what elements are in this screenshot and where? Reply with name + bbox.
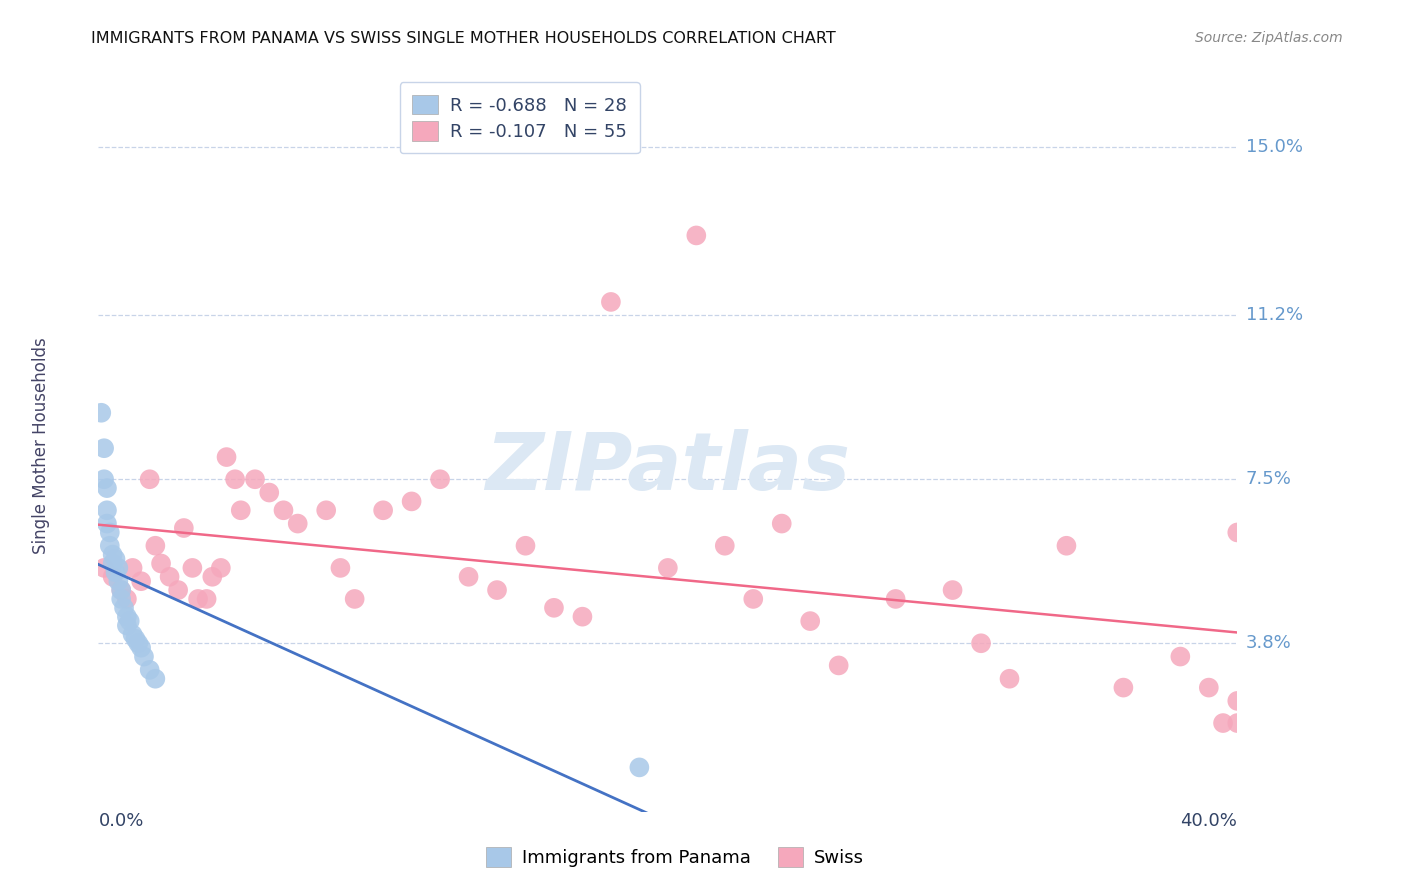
Point: [115, 591, 138, 606]
Point: [96, 503, 118, 517]
Point: [486, 583, 509, 598]
Text: 3.8%: 3.8%: [1246, 634, 1291, 652]
Point: [884, 591, 907, 606]
Point: [159, 570, 181, 584]
Point: [187, 591, 209, 606]
Point: [1226, 716, 1249, 731]
Point: [828, 658, 851, 673]
Point: [101, 557, 124, 571]
Point: [429, 472, 451, 486]
Point: [229, 503, 252, 517]
Text: 40.0%: 40.0%: [1181, 812, 1237, 830]
Point: [215, 450, 238, 464]
Point: [243, 472, 266, 486]
Point: [1056, 539, 1078, 553]
Point: [543, 600, 565, 615]
Point: [1198, 681, 1220, 695]
Point: [329, 561, 352, 575]
Point: [942, 583, 965, 598]
Point: [98, 525, 121, 540]
Point: [600, 294, 623, 309]
Point: [1212, 716, 1234, 731]
Point: [124, 632, 146, 646]
Point: [273, 503, 295, 517]
Point: [998, 672, 1021, 686]
Point: [129, 574, 152, 589]
Legend: R = -0.688   N = 28, R = -0.107   N = 55: R = -0.688 N = 28, R = -0.107 N = 55: [399, 82, 640, 153]
Point: [121, 627, 143, 641]
Point: [571, 609, 593, 624]
Point: [118, 614, 141, 628]
Point: [96, 516, 118, 531]
Point: [107, 574, 129, 589]
Point: [657, 561, 679, 575]
Point: [770, 516, 793, 531]
Point: [101, 570, 124, 584]
Point: [110, 583, 132, 598]
Point: [121, 561, 143, 575]
Point: [115, 618, 138, 632]
Point: [145, 539, 167, 553]
Point: [93, 561, 115, 575]
Point: [685, 228, 707, 243]
Point: [110, 591, 132, 606]
Text: 0.0%: 0.0%: [98, 812, 143, 830]
Point: [112, 600, 135, 615]
Text: Source: ZipAtlas.com: Source: ZipAtlas.com: [1195, 31, 1343, 45]
Point: [115, 609, 138, 624]
Point: [195, 591, 218, 606]
Point: [401, 494, 423, 508]
Point: [1170, 649, 1192, 664]
Text: ZIPatlas: ZIPatlas: [485, 429, 851, 507]
Point: [90, 406, 112, 420]
Point: [315, 503, 337, 517]
Point: [181, 561, 204, 575]
Point: [167, 583, 190, 598]
Point: [104, 566, 127, 580]
Point: [101, 548, 124, 562]
Point: [138, 472, 160, 486]
Text: IMMIGRANTS FROM PANAMA VS SWISS SINGLE MOTHER HOUSEHOLDS CORRELATION CHART: IMMIGRANTS FROM PANAMA VS SWISS SINGLE M…: [91, 31, 837, 46]
Point: [209, 561, 232, 575]
Point: [145, 672, 167, 686]
Point: [96, 481, 118, 495]
Point: [104, 552, 127, 566]
Point: [1226, 694, 1249, 708]
Point: [373, 503, 395, 517]
Point: [110, 583, 132, 598]
Legend: Immigrants from Panama, Swiss: Immigrants from Panama, Swiss: [478, 839, 872, 874]
Point: [132, 649, 155, 664]
Point: [201, 570, 224, 584]
Point: [742, 591, 765, 606]
Point: [150, 557, 173, 571]
Text: 15.0%: 15.0%: [1246, 137, 1302, 156]
Text: 11.2%: 11.2%: [1246, 306, 1303, 324]
Point: [799, 614, 821, 628]
Point: [224, 472, 246, 486]
Point: [259, 485, 281, 500]
Point: [127, 636, 149, 650]
Point: [970, 636, 993, 650]
Point: [138, 663, 160, 677]
Point: [1112, 681, 1135, 695]
Point: [714, 539, 737, 553]
Point: [98, 539, 121, 553]
Point: [287, 516, 309, 531]
Point: [173, 521, 195, 535]
Point: [457, 570, 479, 584]
Point: [343, 591, 366, 606]
Point: [93, 441, 115, 455]
Point: [107, 561, 129, 575]
Point: [515, 539, 537, 553]
Point: [628, 760, 651, 774]
Text: Single Mother Households: Single Mother Households: [32, 338, 51, 554]
Text: 7.5%: 7.5%: [1246, 470, 1292, 488]
Point: [129, 640, 152, 655]
Point: [1226, 525, 1249, 540]
Point: [93, 472, 115, 486]
